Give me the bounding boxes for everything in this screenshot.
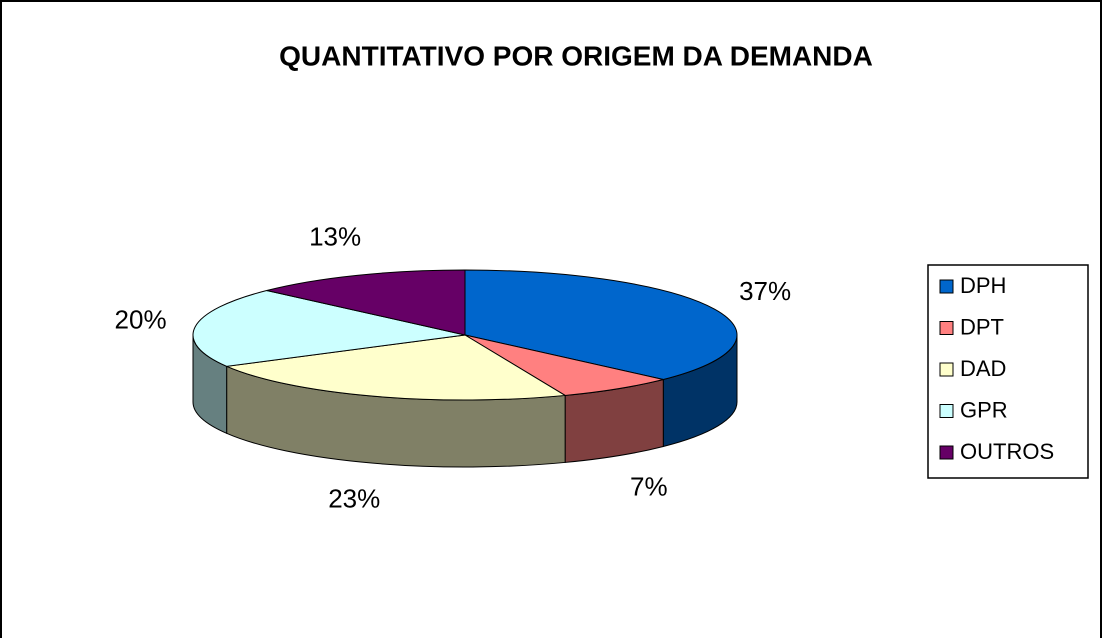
data-label: 7%: [630, 472, 668, 502]
legend-swatch: [939, 321, 954, 335]
data-label: 20%: [115, 305, 167, 335]
slice: [464, 269, 738, 381]
slice: [192, 289, 466, 367]
legend-box: [927, 264, 1089, 479]
slice: [266, 269, 466, 336]
legend-label: GPR: [960, 397, 1008, 422]
legend-swatch: [939, 404, 954, 418]
legend-swatch: [939, 279, 954, 294]
slice: [224, 334, 567, 401]
chart-title: QUANTITATIVO POR ORIGEM DA DEMANDA: [279, 40, 873, 71]
legend-swatch: [939, 445, 954, 460]
slice: [464, 334, 664, 396]
data-label: 13%: [309, 222, 361, 252]
legend-swatch: [939, 362, 954, 377]
data-label: 23%: [328, 484, 380, 514]
data-label: 37%: [739, 276, 791, 306]
legend-label: DAD: [960, 356, 1006, 381]
legend-label: DPT: [960, 314, 1004, 339]
legend-label: OUTROS: [960, 439, 1054, 464]
legend-label: DPH: [960, 273, 1006, 298]
